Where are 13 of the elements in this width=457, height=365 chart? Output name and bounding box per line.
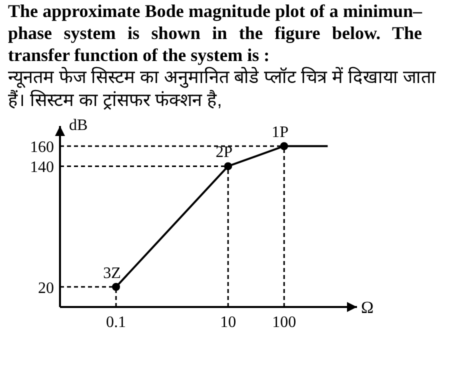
x-tick-label: 100 — [272, 314, 296, 331]
x-axis-title: Ω — [361, 298, 374, 317]
y-axis-title: dB — [69, 117, 88, 134]
y-tick-label: 140 — [30, 159, 54, 176]
annotation: 1P — [272, 124, 289, 142]
annotation: 2P — [216, 144, 233, 162]
x-tick-label: 0.1 — [106, 314, 126, 331]
annotation: 3Z — [103, 264, 121, 282]
y-tick-label: 160 — [30, 139, 54, 156]
y-tick-label: 20 — [38, 280, 54, 297]
chart-title: The approximate Bode magnitude plot of a minimun–phase system is shown in the figure below. The transfer function of the system is : — [7, 0, 424, 66]
chart-subtitle: न्यूनतम फेज सिस्टम का अनुमानित बोडे प्लॉट चित्र में दिखाया जाता हैं। सिस्टम का ट्रांसफर फंक्शन है, — [7, 66, 438, 112]
x-tick-label: 10 — [220, 314, 236, 331]
